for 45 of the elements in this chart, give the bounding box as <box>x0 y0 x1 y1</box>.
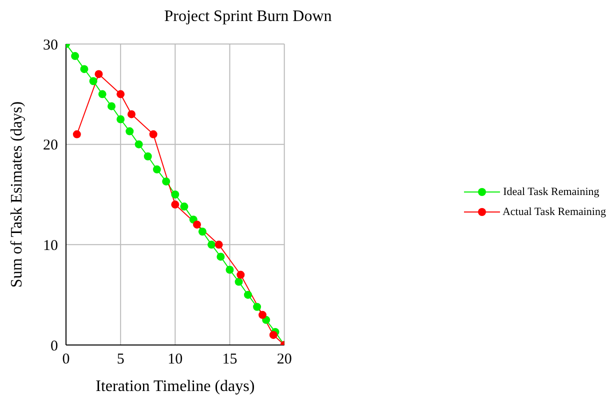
point <box>144 152 152 160</box>
x-tick-label: 5 <box>116 352 124 368</box>
point <box>94 70 103 78</box>
point <box>116 115 125 124</box>
y-tick-label: 10 <box>43 238 58 254</box>
x-tick-label: 20 <box>276 352 292 368</box>
point <box>98 90 106 98</box>
point <box>208 240 216 249</box>
x-tick-label: 15 <box>222 352 238 368</box>
point <box>80 65 88 74</box>
point <box>171 190 180 198</box>
point <box>253 302 262 311</box>
point <box>108 102 116 110</box>
point <box>126 127 134 136</box>
point <box>134 140 143 148</box>
point <box>72 130 81 138</box>
y-tick-label: 0 <box>50 338 58 354</box>
point <box>162 177 170 186</box>
point <box>71 52 80 60</box>
x-tick-label: 0 <box>62 352 70 368</box>
point <box>234 278 243 286</box>
point <box>128 110 136 118</box>
point <box>192 220 201 229</box>
y-tick-label: 30 <box>43 37 58 54</box>
point <box>149 130 158 138</box>
x-tick-label: 10 <box>168 352 183 368</box>
point <box>116 90 125 98</box>
point <box>226 266 234 274</box>
point <box>236 270 245 279</box>
point <box>198 228 206 236</box>
x-axis-title: Iteration Timeline (days) <box>96 378 255 395</box>
y-tick-label: 20 <box>43 138 58 154</box>
chart-title: Project Sprint Burn Down <box>163 8 333 26</box>
legend-label: Ideal Task Remaining <box>503 186 600 198</box>
point <box>89 77 98 86</box>
y-axis-title: Sum of Task Esimates (days) <box>8 101 26 288</box>
point <box>171 200 180 209</box>
point <box>258 310 266 319</box>
point <box>269 330 278 339</box>
point <box>216 252 225 261</box>
point <box>180 202 188 211</box>
point <box>244 290 252 299</box>
legend-label: Actual Task Remaining <box>502 206 606 218</box>
point <box>152 165 161 174</box>
point <box>214 240 223 249</box>
